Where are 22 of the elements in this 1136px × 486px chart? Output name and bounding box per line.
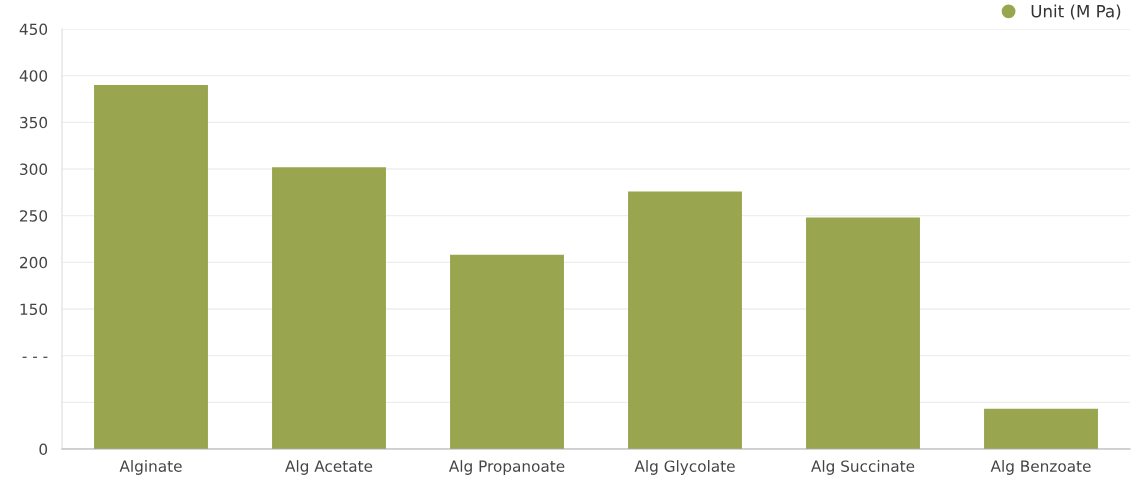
- bar: [984, 408, 1098, 449]
- bar: [450, 254, 564, 449]
- x-tick-label: Alg Glycolate: [634, 460, 735, 475]
- bar: [628, 191, 742, 449]
- bar: [806, 217, 920, 449]
- y-tick-label: 300: [20, 163, 48, 176]
- y-tick-label: 400: [19, 70, 48, 82]
- y-tick-label: 350: [20, 116, 48, 129]
- y-tick-label: 150: [20, 303, 48, 316]
- x-tick-label: Alg Acetate: [285, 460, 373, 475]
- y-tick-label: 250: [20, 210, 48, 222]
- x-tick-label: Alg Succinate: [811, 460, 915, 475]
- y-tick-label: - - -: [22, 356, 48, 358]
- y-tick-label: 0: [39, 443, 48, 456]
- x-tick-label: Alginate: [119, 460, 182, 475]
- x-tick-label: Alg Propanoate: [448, 460, 565, 475]
- bar: [94, 85, 208, 449]
- bar: [272, 167, 386, 449]
- legend-label: Unit (M Pa): [1031, 4, 1121, 20]
- x-tick-label: Alg Benzoate: [990, 460, 1091, 475]
- y-tick-label: 450: [19, 23, 48, 36]
- y-tick-label: 200: [20, 256, 48, 269]
